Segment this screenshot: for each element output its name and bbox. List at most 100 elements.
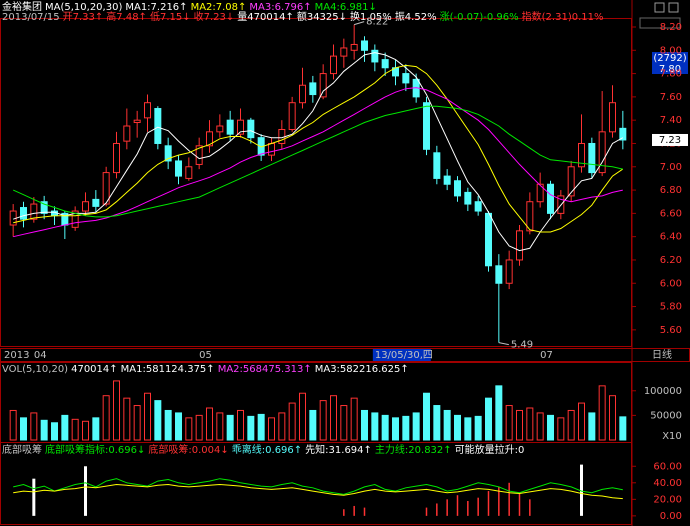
candle-body [350, 43, 358, 51]
header-text: 470014↑ [71, 364, 118, 375]
candle-body [319, 73, 327, 98]
volume-bar [123, 397, 131, 441]
candle-body [144, 102, 151, 119]
volume-bar [350, 397, 358, 441]
volume-bar [30, 412, 38, 441]
header-text: 金裕集团 [2, 0, 42, 13]
volume-bar [619, 416, 627, 441]
x-tick-label: 07 [540, 350, 553, 361]
header-text: MA3:6.796↑ [249, 2, 311, 13]
volume-bar [288, 402, 296, 441]
x-tick-label: 05 [199, 350, 212, 361]
volume-bar [102, 395, 110, 441]
candle-body [454, 180, 461, 197]
volume-bar [133, 405, 141, 441]
candle-body [433, 152, 441, 179]
volume-bar [9, 409, 17, 441]
low-leader [498, 342, 509, 346]
volume-bar [61, 414, 69, 441]
candle-body [268, 142, 275, 156]
candle-body [299, 84, 306, 104]
volume-bar [278, 412, 286, 441]
unit-label: X10 [662, 431, 682, 442]
volume-bar [330, 395, 337, 441]
header-text: 量470014↑ [237, 11, 294, 23]
candle-body [423, 102, 430, 150]
candle-body [226, 119, 234, 135]
low-label: 5.49 [511, 340, 533, 351]
header-text: 先知:31.694↑ [305, 443, 372, 456]
high-label: 8.22 [366, 17, 388, 28]
y-tick-label: 6.20 [660, 255, 682, 266]
y-tick-label: 7.00 [660, 162, 682, 173]
volume-bar [113, 380, 120, 441]
candle-body [195, 145, 203, 165]
candle-body [474, 201, 482, 212]
candle-body [82, 201, 89, 212]
header-text: 换1.05% [350, 10, 392, 23]
candle-body [164, 145, 172, 162]
count-label: (2792) [653, 53, 686, 64]
header-text: 乖离线:0.696↑ [232, 443, 302, 456]
high-leader [354, 21, 365, 26]
volume-bar [454, 414, 461, 441]
candle-body [609, 102, 616, 133]
header-text: 高7.48↑ [106, 10, 147, 23]
volume-bar [423, 392, 430, 441]
candle-body [443, 175, 451, 185]
volume-bar [361, 409, 368, 441]
candle-body [185, 166, 193, 179]
header-text: MA2:7.08↑ [191, 2, 247, 13]
icon[interactable] [639, 17, 681, 29]
cursor-box [372, 349, 431, 361]
volume-bar [51, 422, 58, 441]
candle-body [547, 183, 554, 214]
volume-bar [237, 409, 244, 441]
volume-bar [505, 405, 513, 441]
volume-bar [557, 417, 565, 441]
volume-bar [578, 402, 585, 441]
candle-body [536, 183, 544, 203]
candle-body [71, 210, 79, 228]
y-tick-label: 7.80 [660, 69, 682, 80]
y-tick-label: 8.00 [660, 45, 682, 56]
y-tick-label: 40.00 [653, 478, 682, 489]
x-tick-label: 13/05/30,四 [375, 350, 433, 361]
volume-bar [257, 413, 265, 441]
last-price-label: 7.23 [659, 135, 681, 146]
icon[interactable] [654, 2, 665, 13]
volume-bar [495, 385, 503, 441]
header-text: VOL(5,10,20) [2, 364, 68, 375]
candle-body [381, 59, 389, 69]
volume-bar [82, 420, 89, 441]
candle-body [361, 40, 368, 51]
header-text: 低7.15↓ [150, 10, 191, 23]
volume-bar [371, 412, 379, 441]
y-tick-label: 6.80 [660, 185, 682, 196]
icon[interactable] [668, 2, 679, 13]
last-price-box [652, 133, 688, 146]
header-text: 2013/07/15 [2, 12, 60, 23]
volume-bar [185, 417, 193, 441]
y-tick-label: 7.40 [660, 115, 682, 126]
candle-body [206, 131, 213, 147]
volume-bar [216, 412, 224, 441]
volume-bar [536, 412, 544, 441]
volume-bar [485, 397, 492, 441]
volume-bar [92, 417, 100, 441]
header-text: 振4.52% [395, 10, 437, 23]
candle-body [154, 108, 162, 144]
candle-body [102, 172, 110, 205]
volume-bar [588, 412, 596, 441]
volume-bar [433, 405, 441, 441]
volume-bar [340, 405, 348, 441]
header-text: MA2:568475.313↑ [218, 364, 312, 375]
y-tick-label: 50000 [650, 410, 682, 421]
volume-bar [175, 412, 182, 441]
y-tick-label: 60.00 [653, 461, 682, 472]
volume-bar [319, 400, 327, 441]
volume-bar [526, 407, 534, 441]
volume-bar [381, 414, 389, 441]
candle-body [340, 47, 348, 57]
volume-bar [164, 409, 172, 441]
